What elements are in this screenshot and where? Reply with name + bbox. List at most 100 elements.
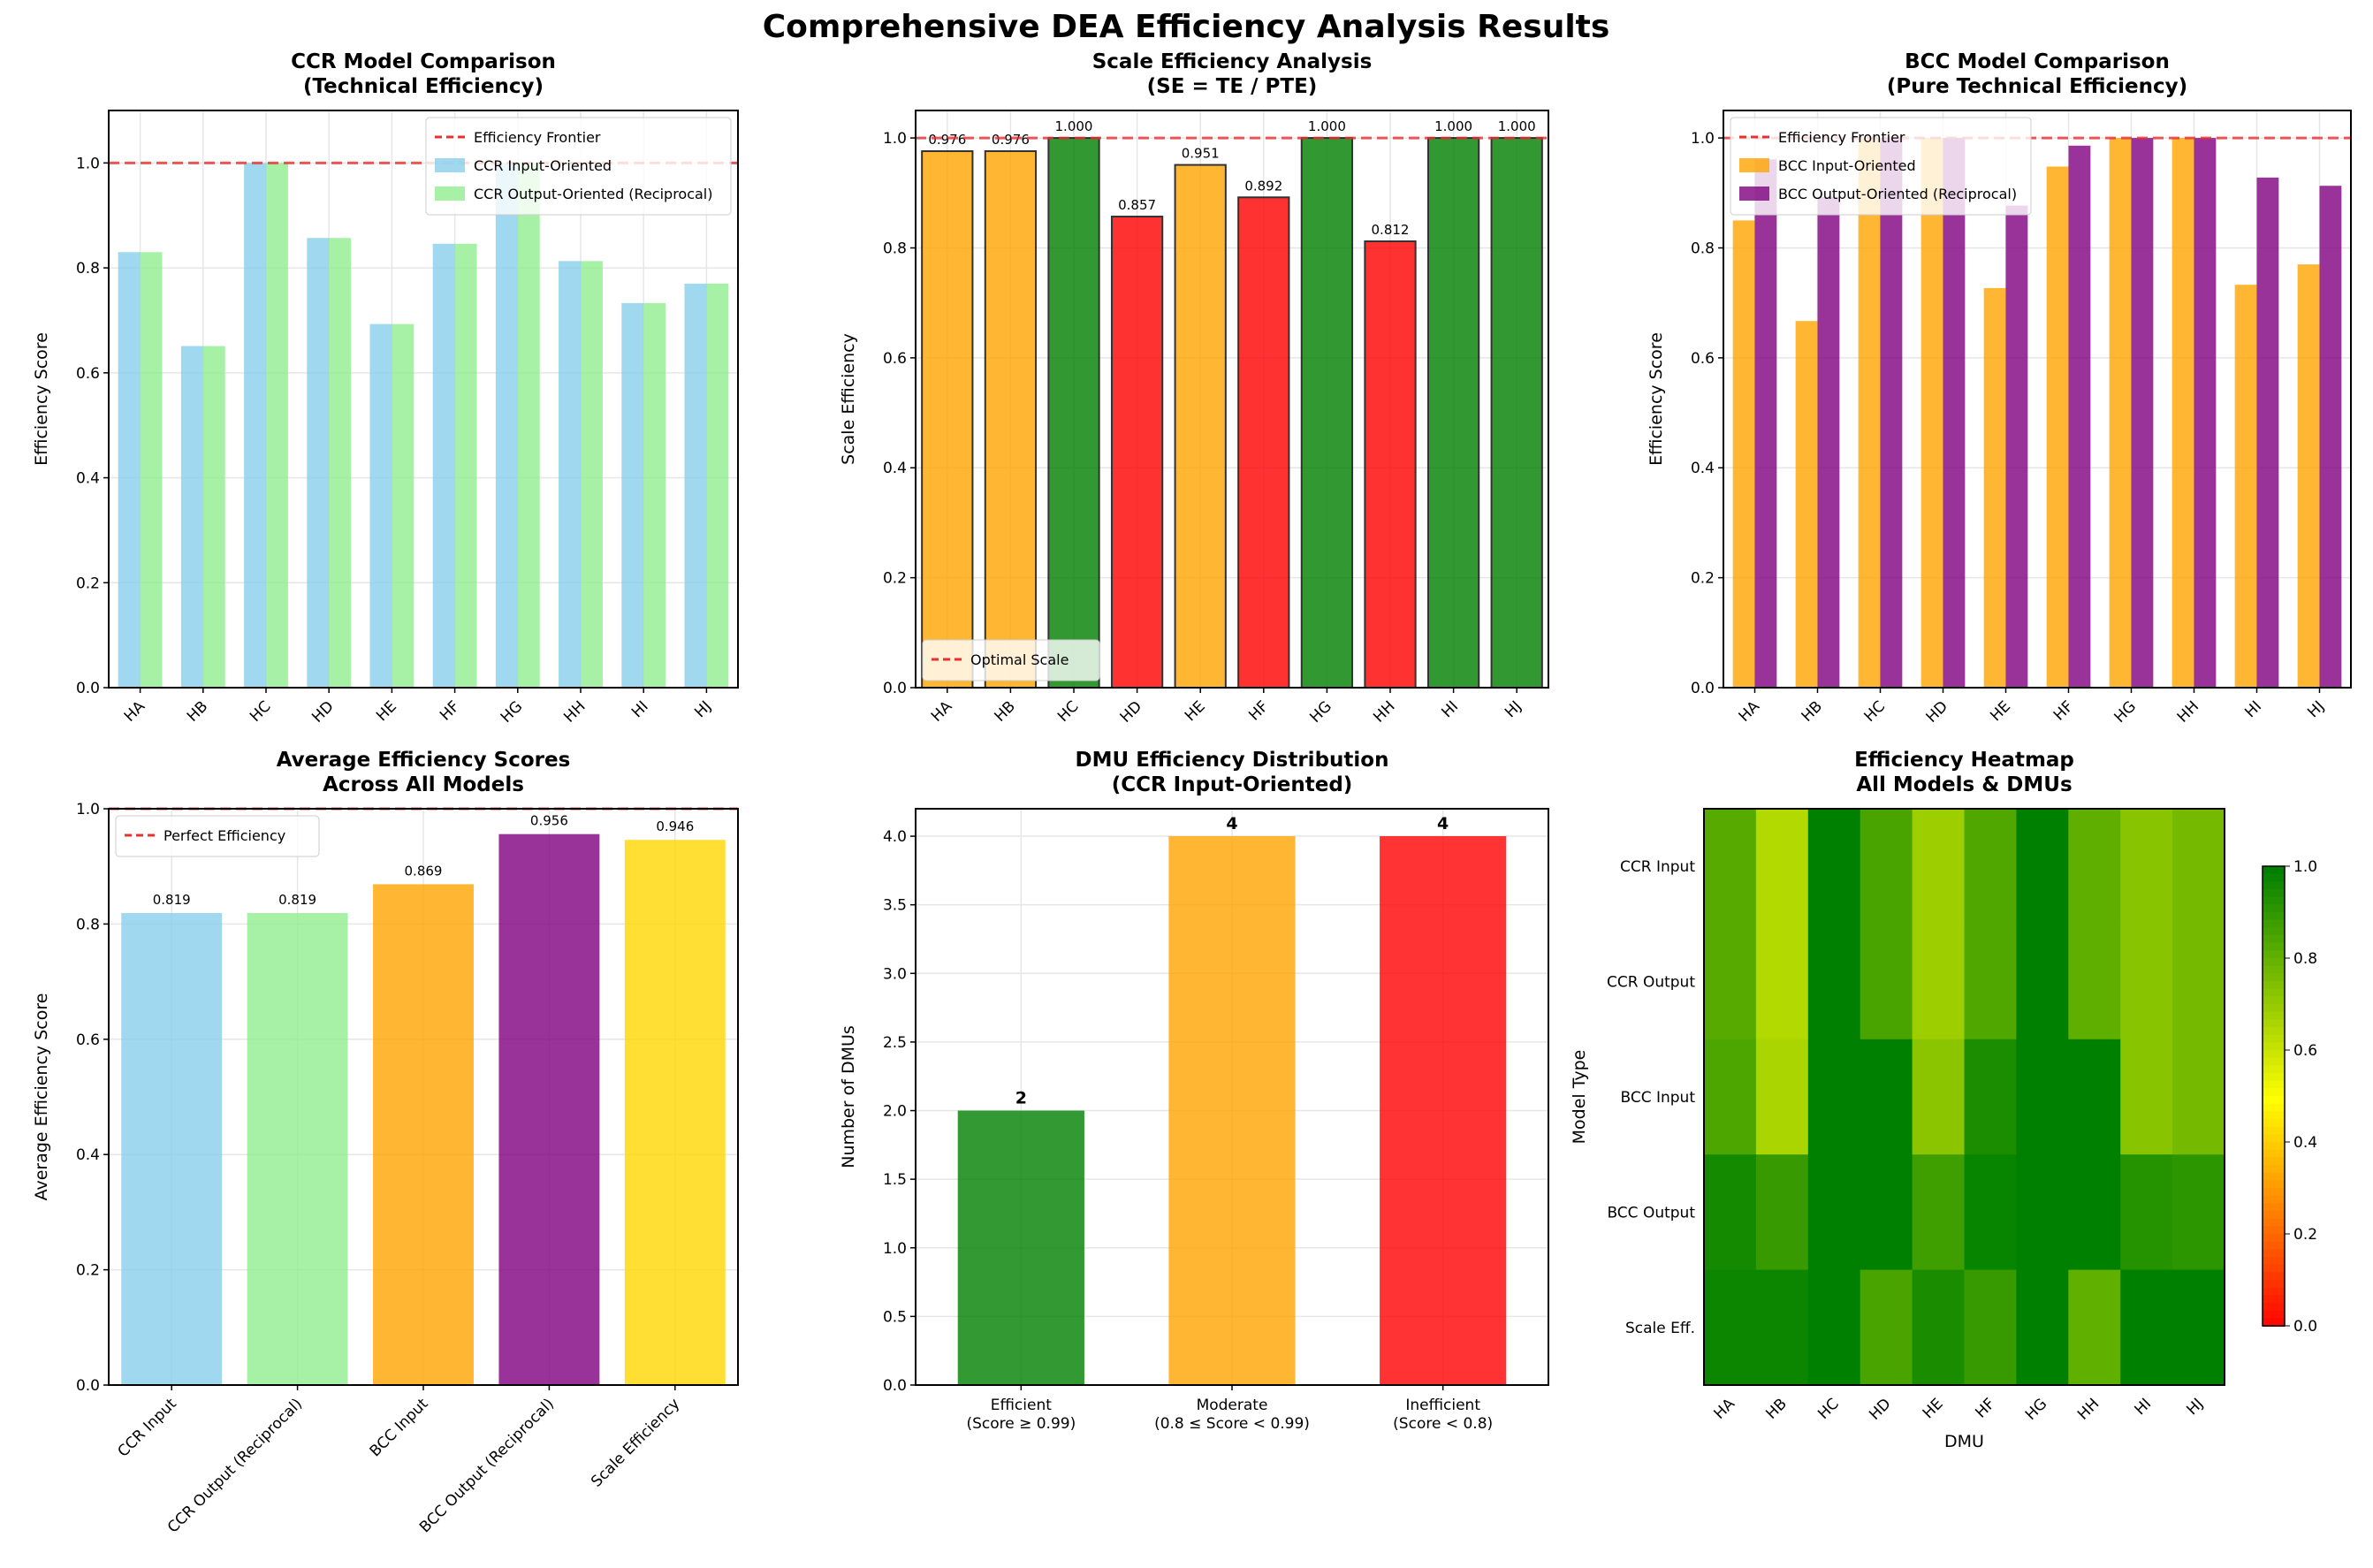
heatmap-cell xyxy=(1860,1269,1913,1386)
colorbar-segment xyxy=(2263,1241,2285,1251)
x-tick-label: HI xyxy=(2131,1395,2155,1419)
bar-ccr-1-HB xyxy=(202,346,225,688)
bar-bcc-0-HJ xyxy=(2297,264,2320,688)
legend-label: CCR Output-Oriented (Reciprocal) xyxy=(474,186,713,202)
heatmap-cell xyxy=(2016,1154,2069,1271)
heatmap-cell xyxy=(1964,1039,2017,1155)
axes-frame xyxy=(915,808,1549,1386)
x-tick-label: HC xyxy=(247,697,275,726)
x-tick-label: HF xyxy=(1972,1395,1998,1421)
x-tick-label: HH xyxy=(2074,1395,2103,1423)
y-axis-label: Number of DMUs xyxy=(839,1025,858,1168)
heatmap-cell xyxy=(1807,1039,1861,1155)
data-label: 0.812 xyxy=(1372,222,1410,238)
subplot-title: CCR Model Comparison xyxy=(291,50,556,73)
colorbar-tick-label: 0.4 xyxy=(2293,1134,2317,1152)
y-axis-label: Scale Efficiency xyxy=(839,333,858,465)
data-label: 0.956 xyxy=(530,813,568,829)
y-tick-label: CCR Input xyxy=(1620,858,1695,876)
heatmap-cell xyxy=(2120,809,2173,925)
bar-ccr-1-HD xyxy=(329,238,352,688)
legend-swatch xyxy=(1739,158,1769,172)
bar-bcc-1-HH xyxy=(2194,138,2217,689)
bar-avg-3 xyxy=(498,833,600,1385)
bar-bcc-1-HG xyxy=(2131,138,2154,689)
subplot-title: Efficiency Heatmap xyxy=(1854,749,2074,772)
heatmap-cell xyxy=(1704,1039,1757,1155)
legend-box xyxy=(115,815,320,857)
bar-ccr-0-HG xyxy=(495,163,518,688)
colorbar-segment xyxy=(2263,1134,2285,1143)
bar-bcc-0-HB xyxy=(1795,321,1818,688)
colorbar-segment xyxy=(2263,1096,2285,1105)
x-tick-label: CCR Input xyxy=(115,1395,180,1460)
colorbar-segment xyxy=(2263,927,2285,936)
colorbar-tick-label: 0.2 xyxy=(2293,1226,2317,1244)
colorbar-segment xyxy=(2263,881,2285,890)
heatmap-cell xyxy=(1755,1154,1809,1271)
subplot-subtitle: (SE = TE / PTE) xyxy=(1147,75,1318,98)
y-tick-label: 3.5 xyxy=(883,897,907,915)
legend-box xyxy=(425,117,732,216)
data-label: 4 xyxy=(1226,814,1237,833)
data-label: 4 xyxy=(1437,814,1449,833)
bar-dist-0 xyxy=(957,1110,1084,1385)
heatmap-cell xyxy=(2016,924,2069,1040)
bar-bcc-1-HD xyxy=(1943,138,1966,689)
colorbar-segment xyxy=(2263,1019,2285,1028)
heatmap-cell xyxy=(2016,809,2069,925)
x-tick-label: HA xyxy=(1736,697,1764,726)
colorbar-segment xyxy=(2263,919,2285,929)
heatmap-cell xyxy=(1860,924,1913,1040)
bar-ccr-1-HH xyxy=(581,261,603,688)
bar-bcc-0-HD xyxy=(1920,138,1943,689)
heatmap-cell xyxy=(1912,1039,1965,1155)
legend: Efficiency Frontier BCC Input-Oriented BCC… xyxy=(1730,117,2032,216)
y-tick-label: 0.0 xyxy=(1691,680,1715,697)
legend-label: Perfect Efficiency xyxy=(164,827,285,844)
y-tick-label: 0.4 xyxy=(76,470,100,488)
bar-ccr-0-HH xyxy=(559,261,581,688)
colorbar xyxy=(2262,865,2286,1327)
heatmap-cell xyxy=(1912,1269,1965,1386)
bar-bcc-1-HF xyxy=(2068,145,2091,689)
colorbar-segment xyxy=(2263,1034,2285,1044)
colorbar-segment xyxy=(2263,1126,2285,1136)
x-tick-label: BCC Output (Reciprocal) xyxy=(416,1395,558,1536)
colorbar-segment xyxy=(2263,873,2285,883)
legend-label: Optimal Scale xyxy=(970,651,1069,668)
heatmap-cell xyxy=(2120,1039,2173,1155)
x-tick-label: (0.8 ≤ Score < 0.99) xyxy=(1154,1415,1310,1433)
data-label: 0.819 xyxy=(153,892,191,908)
colorbar-segment xyxy=(2263,950,2285,959)
heatmap-cell xyxy=(1964,1154,2017,1271)
heatmap-cell xyxy=(2172,1154,2225,1271)
colorbar-segment xyxy=(2263,1226,2285,1235)
colorbar-segment xyxy=(2263,1295,2285,1304)
subplot-subtitle: All Models & DMUs xyxy=(1856,773,2072,796)
x-tick-label: HF xyxy=(1245,697,1272,724)
colorbar-segment xyxy=(2263,866,2285,875)
heatmap-cell xyxy=(1807,1154,1861,1271)
x-tick-label: HA xyxy=(1711,1395,1739,1423)
x-tick-label: HE xyxy=(1182,697,1209,725)
y-tick-label: 0.2 xyxy=(76,1262,100,1280)
y-axis-label: Efficiency Score xyxy=(32,332,51,466)
heatmap-cell xyxy=(2172,1269,2225,1386)
heatmap-cell xyxy=(1912,809,1965,925)
dist-axes: DMU Efficiency Distribution(CCR Input-Or… xyxy=(839,749,1549,1433)
colorbar-segment xyxy=(2263,1310,2285,1320)
subplot-subtitle: (Pure Technical Efficiency) xyxy=(1887,75,2187,98)
y-tick-label: 0.6 xyxy=(76,365,100,383)
bar-scale-HB xyxy=(984,150,1038,689)
x-tick-label: (Score ≥ 0.99) xyxy=(966,1415,1076,1433)
bar-ccr-1-HI xyxy=(643,302,666,688)
y-tick-label: 0.0 xyxy=(76,680,100,697)
bar-ccr-0-HA xyxy=(118,252,141,688)
bar-scale-HI xyxy=(1426,137,1480,689)
heatmap-cell xyxy=(2068,809,2121,925)
x-tick-label: HJ xyxy=(1502,697,1525,721)
heatmap-cell xyxy=(1704,1269,1757,1386)
data-label: 1.000 xyxy=(1498,118,1536,134)
